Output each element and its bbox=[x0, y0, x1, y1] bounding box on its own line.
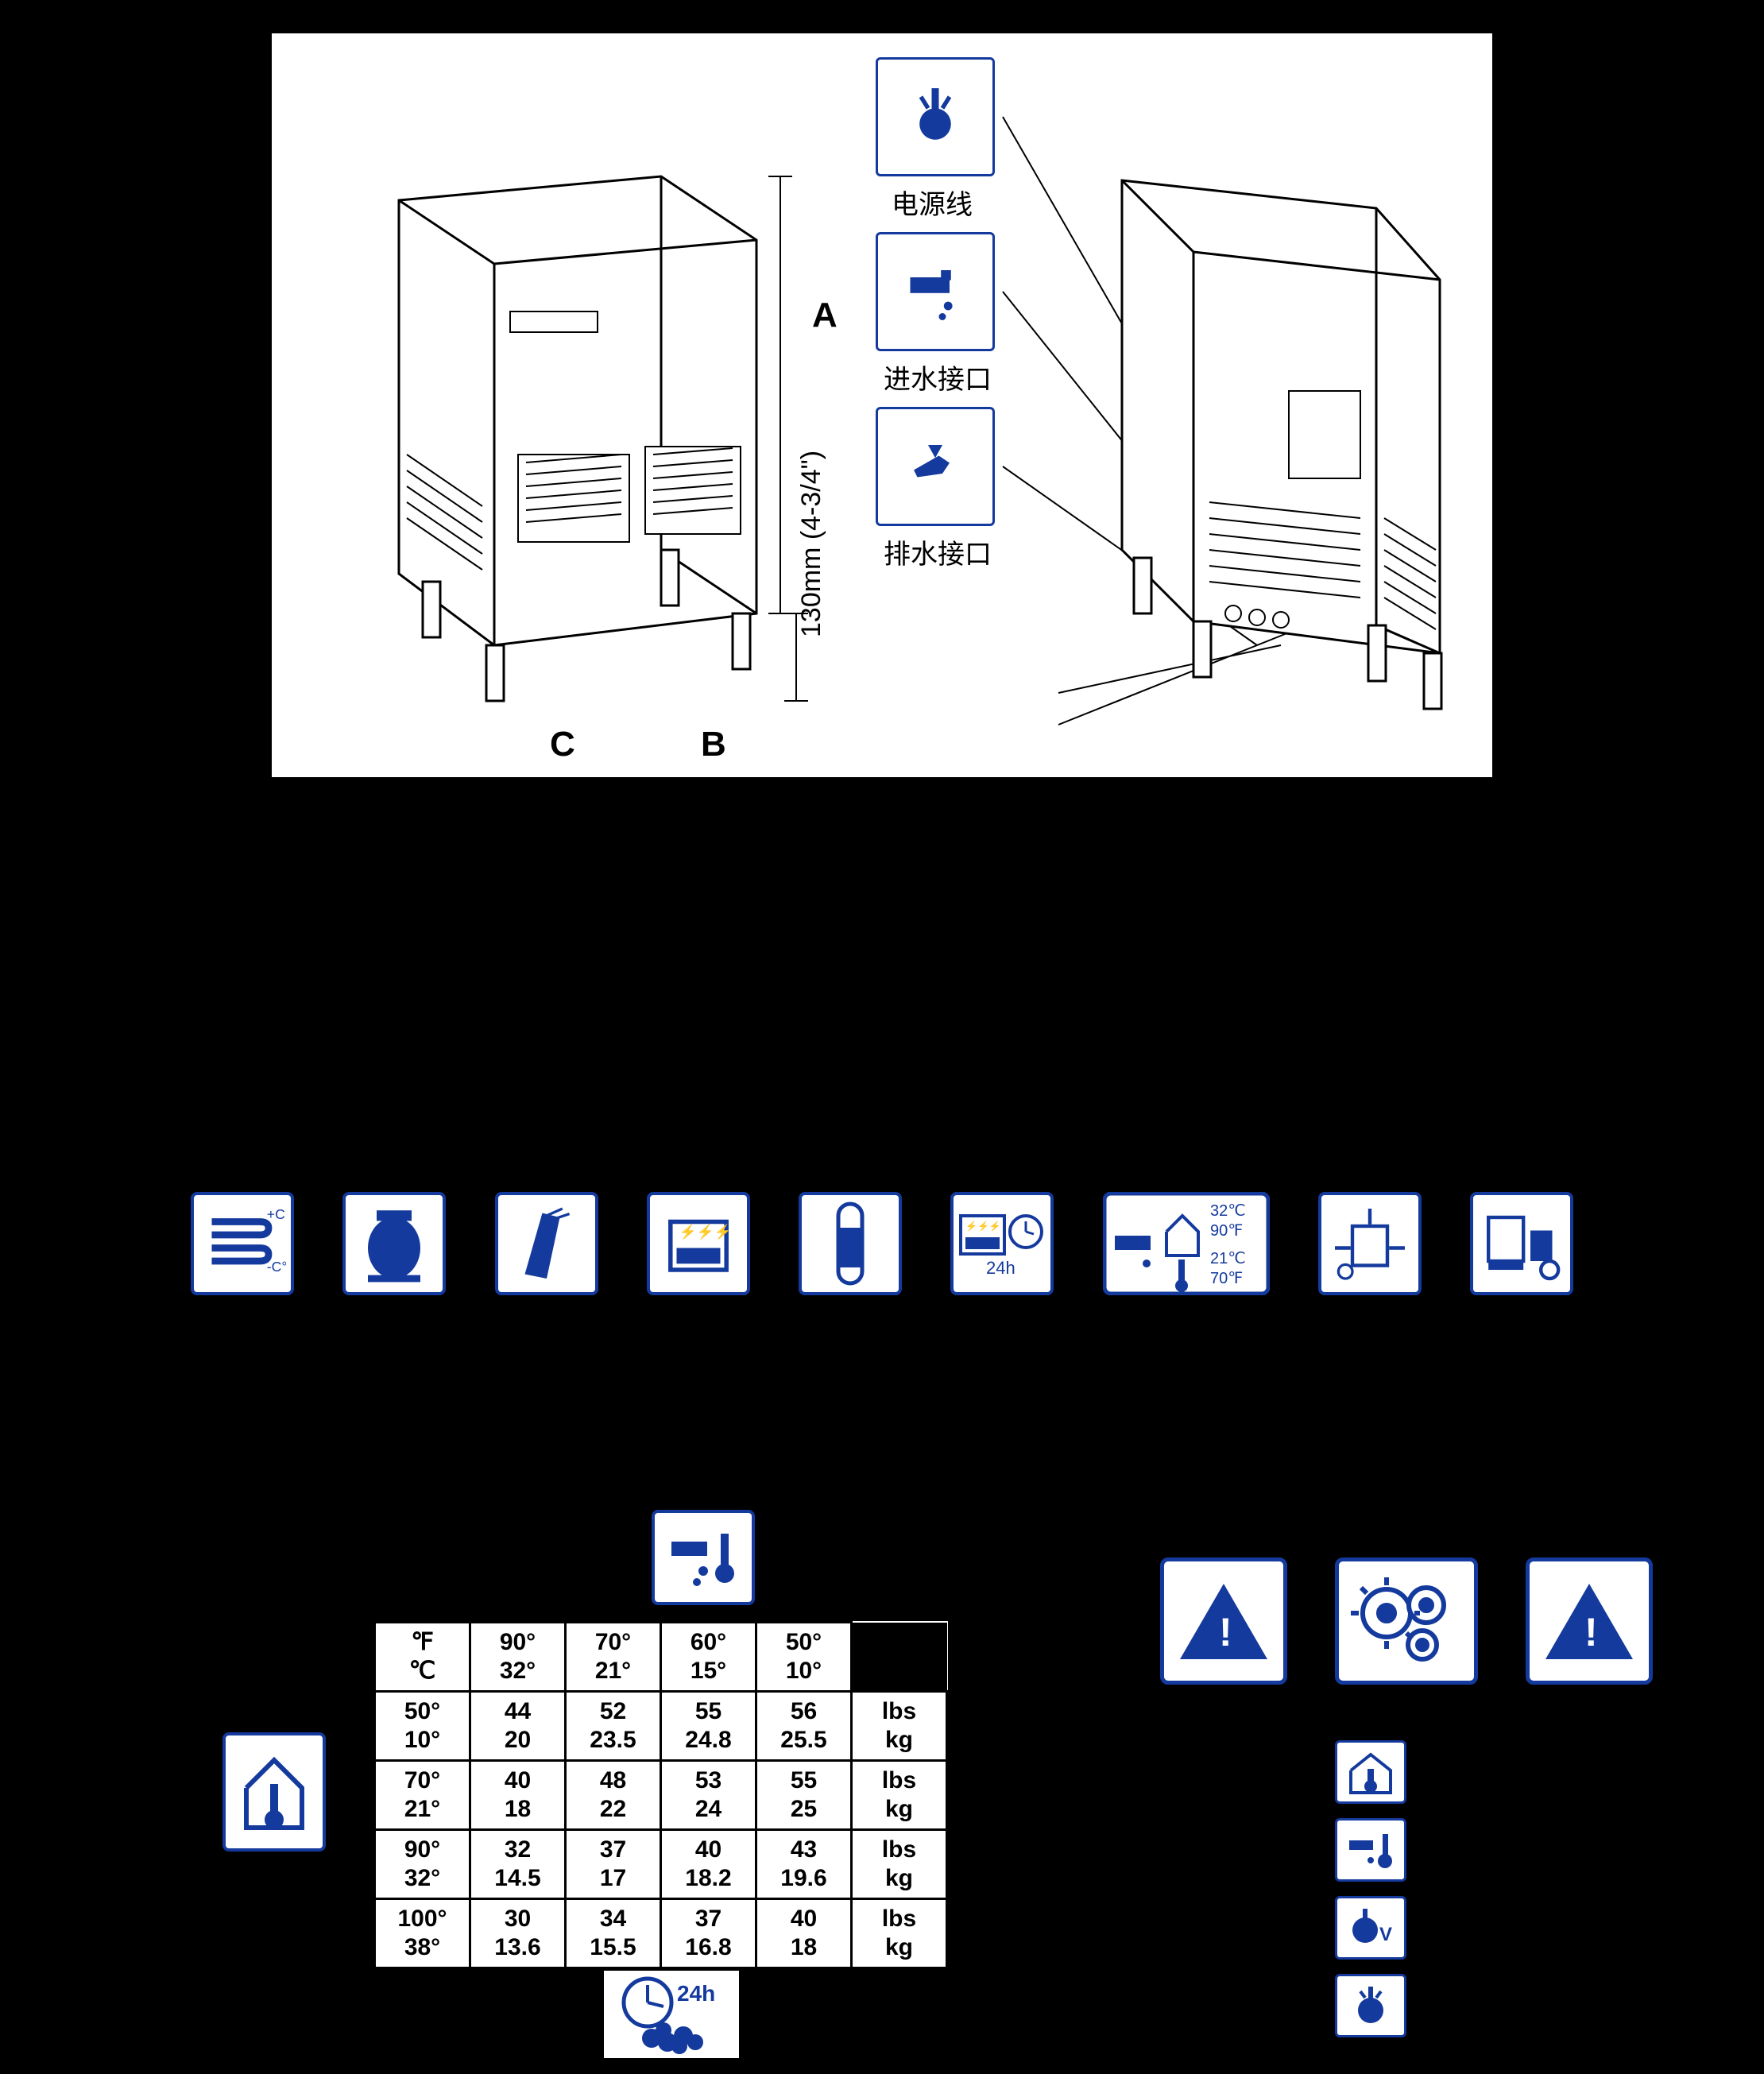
perf-col-1: 70°21° bbox=[566, 1623, 661, 1692]
leg-height-label: 130mm (4-3/4") bbox=[796, 451, 827, 637]
water-inlet-callout-label: 进水接口 bbox=[884, 358, 992, 397]
dimension-c-label: C bbox=[550, 725, 575, 764]
dimension-a-label: A bbox=[812, 296, 838, 335]
water-temp-header-icon bbox=[652, 1510, 755, 1605]
performance-table: ℉ ℃ 90°32° 70°21° 60°15° 50°10° 50°10° 4… bbox=[373, 1621, 948, 1969]
small-water-temp-icon bbox=[1335, 1818, 1406, 1882]
condition-small-icons: V bbox=[1335, 1740, 1406, 2037]
ice-production-24h-icon: 24h bbox=[604, 1971, 739, 2058]
warning-panel bbox=[1160, 1557, 1653, 1685]
water-temp-range-icon: 32℃ 90℉ 21℃ 70℉ bbox=[1103, 1192, 1270, 1295]
machine-front-view bbox=[327, 105, 820, 741]
perf-unit-header: ℉ ℃ bbox=[375, 1623, 470, 1692]
perf-col-3: 50°10° bbox=[756, 1623, 852, 1692]
dimension-b-label: B bbox=[701, 725, 726, 764]
shipping-weight-icon bbox=[1470, 1192, 1573, 1295]
svg-text:32℃: 32℃ bbox=[1210, 1202, 1246, 1220]
drain-callout-label: 排水接口 bbox=[884, 532, 992, 571]
energy-24h-icon: ⚡⚡⚡ 24h bbox=[950, 1192, 1054, 1295]
svg-text:+C°: +C° bbox=[267, 1206, 286, 1222]
perf-col-0: 90°32° bbox=[470, 1623, 566, 1692]
svg-text:V: V bbox=[1379, 1924, 1392, 1945]
warning-icon-right bbox=[1526, 1557, 1653, 1685]
energy-24h-text: 24h bbox=[986, 1258, 1015, 1278]
power-callout-label: 电源线 bbox=[892, 183, 973, 222]
svg-text:70℉: 70℉ bbox=[1210, 1270, 1243, 1287]
maintenance-gears-icon bbox=[1335, 1557, 1478, 1685]
ice-24h-label: 24h bbox=[677, 1981, 715, 2006]
power-callout-icon bbox=[876, 57, 995, 176]
svg-text:21℃: 21℃ bbox=[1210, 1250, 1246, 1267]
perf-row-2: 90°32° 3214.5 3717 4018.2 4319.6 lbskg bbox=[375, 1830, 947, 1899]
perf-row-0: 50°10° 4420 5223.5 5524.8 5625.5 lbskg bbox=[375, 1692, 947, 1761]
technical-drawing-panel: A 130mm (4-3/4") B C 电源线 进水接口 排水接口 bbox=[270, 32, 1494, 779]
machine-rear-view bbox=[995, 105, 1487, 741]
airflow-icon bbox=[1318, 1192, 1422, 1295]
perf-row-3: 100°38° 3013.6 3415.5 3716.8 4018 lbskg bbox=[375, 1899, 947, 1968]
ambient-temp-header-icon bbox=[222, 1732, 326, 1852]
small-power-icon bbox=[1335, 1974, 1406, 2037]
svg-text:⚡⚡⚡: ⚡⚡⚡ bbox=[965, 1221, 1001, 1232]
perf-row-1: 70°21° 4018 4822 5324 5525 lbskg bbox=[375, 1761, 947, 1830]
refrigerant-icon bbox=[799, 1192, 902, 1295]
drawing-canvas: A 130mm (4-3/4") B C 电源线 进水接口 排水接口 bbox=[280, 41, 1484, 769]
svg-text:⚡⚡⚡: ⚡⚡⚡ bbox=[679, 1224, 732, 1240]
cable-icon bbox=[495, 1192, 598, 1295]
meter-icon: ⚡⚡⚡ bbox=[647, 1192, 750, 1295]
small-voltage-icon: V bbox=[1335, 1896, 1406, 1960]
small-ambient-temp-icon bbox=[1335, 1740, 1406, 1804]
drain-callout-icon bbox=[876, 407, 995, 526]
compressor-icon bbox=[342, 1192, 446, 1295]
perf-col-2: 60°15° bbox=[661, 1623, 756, 1692]
warning-icon-left bbox=[1160, 1557, 1287, 1685]
warning-icon-row bbox=[1160, 1557, 1653, 1685]
svg-text:90℉: 90℉ bbox=[1210, 1222, 1243, 1240]
water-inlet-callout-icon bbox=[876, 232, 995, 351]
perf-header-row: ℉ ℃ 90°32° 70°21° 60°15° 50°10° bbox=[375, 1623, 947, 1692]
condenser-icon: +C° -C° bbox=[191, 1192, 294, 1295]
spec-icon-row: +C° -C° ⚡⚡⚡ ⚡⚡⚡ 24h bbox=[191, 1184, 1573, 1303]
svg-text:-C°: -C° bbox=[267, 1259, 286, 1275]
spec-sheet-page: A 130mm (4-3/4") B C 电源线 进水接口 排水接口 bbox=[0, 0, 1764, 2074]
